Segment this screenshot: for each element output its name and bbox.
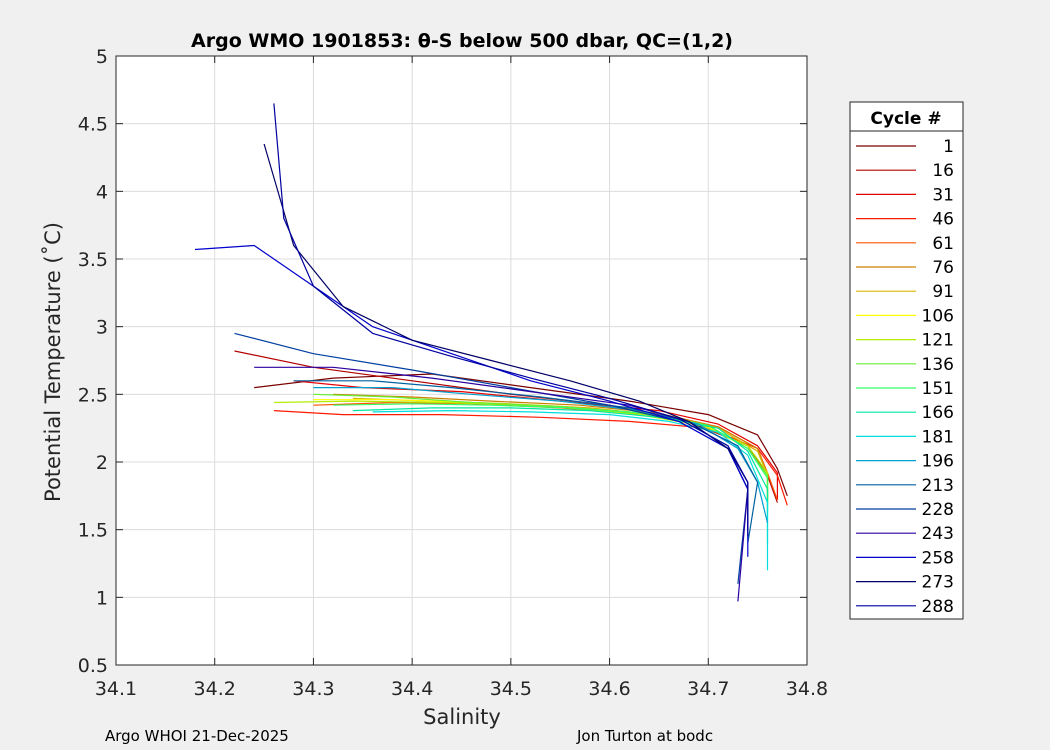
y-tick-label: 1 xyxy=(96,587,108,609)
series-line-cycle-31 xyxy=(293,380,779,500)
legend-label-cycle-136: 136 xyxy=(922,355,954,375)
y-tick-label: 2 xyxy=(96,452,108,474)
y-tick-label: 2.5 xyxy=(78,384,108,406)
legend-label-cycle-61: 61 xyxy=(932,234,954,254)
x-axis-label: Salinity xyxy=(423,705,501,729)
y-tick-label: 0.5 xyxy=(78,655,108,677)
legend-title: Cycle # xyxy=(870,109,941,129)
legend-label-cycle-228: 228 xyxy=(922,500,954,520)
x-ticks: 34.1 34.2 34.3 34.4 34.5 34.6 34.7 34.8 xyxy=(95,56,828,700)
legend-label-cycle-31: 31 xyxy=(932,185,954,205)
series-line-cycle-258 xyxy=(194,244,749,557)
legend-label-cycle-46: 46 xyxy=(932,210,954,230)
legend-label-cycle-76: 76 xyxy=(932,258,954,278)
y-tick-label: 3.5 xyxy=(78,249,108,271)
legend-label-cycle-213: 213 xyxy=(922,476,954,496)
y-tick-label: 1.5 xyxy=(78,520,108,542)
legend-label-cycle-16: 16 xyxy=(932,161,954,181)
x-tick-label: 34.6 xyxy=(588,678,630,700)
x-tick-label: 34.4 xyxy=(391,678,433,700)
plot-area xyxy=(116,56,807,665)
legend-label-cycle-106: 106 xyxy=(922,306,954,326)
series-line-cycle-1 xyxy=(254,373,788,497)
y-tick-label: 4 xyxy=(96,181,108,203)
y-tick-label: 3 xyxy=(96,317,108,339)
legend-label-cycle-273: 273 xyxy=(922,573,954,593)
footer-left: Argo WHOI 21-Dec-2025 xyxy=(105,727,289,745)
x-tick-label: 34.8 xyxy=(786,678,828,700)
x-tick-label: 34.2 xyxy=(194,678,236,700)
legend-label-cycle-258: 258 xyxy=(922,548,954,568)
legend-label-cycle-1: 1 xyxy=(943,137,954,157)
y-ticks: 0.5 1 1.5 2 2.5 3 3.5 4 4.5 5 xyxy=(78,46,807,677)
x-tick-label: 34.1 xyxy=(95,678,137,700)
series-line-cycle-46 xyxy=(273,410,788,506)
series-line-cycle-288 xyxy=(273,103,749,537)
legend-label-cycle-196: 196 xyxy=(922,452,954,472)
footer-right: Jon Turton at bodc xyxy=(576,727,713,745)
legend-label-cycle-288: 288 xyxy=(922,597,954,617)
legend-items: 1 16 31 46 61 76 91 106 121 136 151 166 181 196 213 228… xyxy=(856,137,954,617)
x-tick-label: 34.7 xyxy=(687,678,729,700)
legend-label-cycle-91: 91 xyxy=(932,282,954,302)
x-tick-label: 34.5 xyxy=(490,678,532,700)
series-group xyxy=(194,103,788,602)
series-line-cycle-213 xyxy=(293,380,759,544)
x-tick-label: 34.3 xyxy=(292,678,334,700)
y-tick-label: 5 xyxy=(96,46,108,68)
legend-label-cycle-121: 121 xyxy=(922,331,954,351)
y-tick-label: 4.5 xyxy=(78,114,108,136)
legend: Cycle # 11631466176911061211361511661811… xyxy=(849,101,964,620)
plot-frame xyxy=(115,55,808,666)
series-line-cycle-136 xyxy=(313,393,769,510)
series-line-cycle-273 xyxy=(263,143,749,530)
y-axis-label: Potential Temperature (˚C) xyxy=(41,222,65,502)
legend-label-cycle-181: 181 xyxy=(922,427,954,447)
legend-label-cycle-166: 166 xyxy=(922,403,954,423)
legend-label-cycle-151: 151 xyxy=(922,379,954,399)
legend-label-cycle-243: 243 xyxy=(922,524,954,544)
chart-title: Argo WMO 1901853: θ-S below 500 dbar, QC… xyxy=(191,30,733,52)
series-line-cycle-181 xyxy=(372,410,769,571)
